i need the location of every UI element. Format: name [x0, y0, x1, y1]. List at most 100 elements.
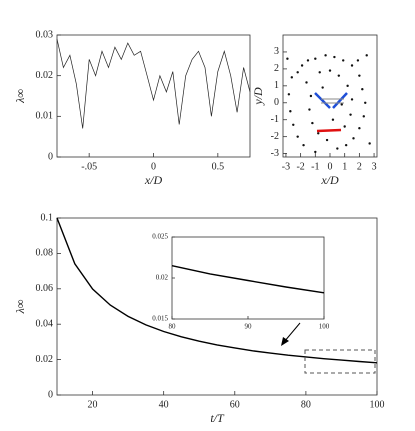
x-tick-label: 80 [301, 399, 311, 410]
y-axis-label: y/D [251, 87, 265, 106]
point [296, 71, 299, 74]
x-tick-label: 0 [151, 161, 156, 172]
point [358, 126, 361, 130]
point [358, 74, 361, 77]
x-tick-label: 100 [370, 399, 385, 410]
point [350, 64, 354, 67]
point [324, 54, 327, 57]
point [311, 121, 314, 125]
point [314, 57, 317, 60]
y-axis-label: λ∞ [13, 89, 27, 104]
line [171, 265, 325, 294]
point [286, 57, 289, 60]
x-tick-label: -1 [311, 161, 319, 172]
blue-segment [332, 92, 348, 109]
point [290, 76, 294, 79]
y-tick-label: 0.03 [36, 29, 54, 40]
point [287, 93, 291, 96]
x-tick-label: 20 [88, 399, 98, 410]
red-segment [316, 128, 342, 133]
y-tick-label: 0.025 [152, 233, 168, 241]
point [342, 59, 345, 62]
y-tick-label: 0.02 [36, 354, 54, 365]
point [331, 118, 335, 121]
point [337, 74, 341, 77]
chart: -.05 0 0.5 0 0.01 0.02 0.03 x/D λ∞ [13, 29, 251, 187]
y-tick-label: 0 [48, 389, 53, 400]
point [318, 71, 321, 74]
y-axis-label: λ∞ [13, 299, 27, 314]
point [314, 150, 317, 154]
y-tick-label: 3 [274, 46, 279, 57]
line [56, 39, 251, 129]
point [340, 103, 343, 106]
x-tick-label: 90 [245, 323, 253, 331]
y-tick-label: 0.06 [36, 283, 54, 294]
x-tick-label: 1 [342, 161, 347, 172]
x-tick-label: 0.5 [212, 161, 225, 172]
line [56, 217, 378, 364]
x-tick-label: 80 [169, 323, 177, 331]
y-tick-label: -1 [271, 114, 279, 125]
x-tick-label: 100 [319, 323, 330, 331]
blue-segment [314, 92, 331, 109]
y-tick-label: 0 [274, 97, 279, 108]
point [325, 138, 329, 142]
y-tick-label: -3 [271, 148, 279, 159]
point [343, 125, 346, 128]
x-tick-label: 3 [372, 161, 377, 172]
x-tick-label: 2 [357, 161, 362, 172]
y-tick-label: 0.015 [152, 315, 168, 323]
x-tick-label: 0 [328, 161, 333, 172]
point [296, 135, 299, 138]
y-tick-label: 2 [274, 63, 279, 74]
x-tick-label: -3 [282, 161, 290, 172]
point [350, 98, 354, 101]
x-tick-label: -2 [296, 161, 304, 172]
point [349, 113, 352, 116]
point [356, 59, 360, 62]
point [308, 108, 311, 111]
x-axis-label: t/T [210, 411, 225, 425]
point [317, 132, 320, 135]
point [309, 94, 313, 98]
x-axis-label: x/D [320, 173, 339, 187]
point [368, 142, 371, 145]
point [305, 81, 308, 84]
annotations [281, 92, 376, 374]
point [352, 137, 355, 140]
plot-area [56, 34, 251, 158]
y-tick-label: -2 [271, 131, 279, 142]
point [362, 115, 365, 118]
plot-area [282, 34, 378, 158]
zoom-arrow-head [281, 337, 289, 346]
plot-area [171, 236, 325, 320]
x-tick-label: -.05 [81, 161, 97, 172]
point [344, 143, 348, 147]
x-axis-label: x/D [144, 173, 163, 187]
y-tick-label: 0.02 [156, 274, 169, 282]
point [302, 143, 305, 147]
x-tick-label: 40 [159, 399, 169, 410]
y-tick-label: 0.1 [41, 212, 54, 223]
y-tick-label: 0.04 [36, 318, 54, 329]
point [333, 55, 336, 59]
y-tick-label: 0 [48, 151, 53, 162]
point [346, 84, 349, 88]
x-tick-label: 60 [230, 399, 240, 410]
y-tick-label: 0.02 [36, 70, 54, 81]
y-tick-label: 0.08 [36, 248, 54, 259]
point [289, 110, 292, 113]
chart: 80 90 100 0.015 0.02 0.025 [152, 233, 330, 331]
point [361, 88, 364, 91]
point [364, 101, 367, 104]
point [328, 69, 332, 72]
zoom-arrow [283, 322, 301, 343]
point [292, 123, 295, 127]
y-tick-label: 0.01 [36, 111, 54, 122]
point [336, 147, 339, 150]
point [306, 59, 310, 62]
point [321, 86, 324, 89]
